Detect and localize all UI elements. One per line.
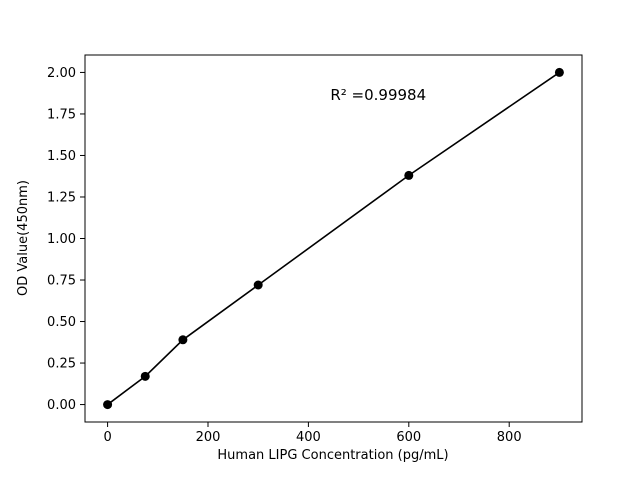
data-series bbox=[103, 67, 564, 410]
y-tick-label: 2.00 bbox=[47, 66, 76, 81]
series-line bbox=[107, 71, 560, 406]
data-point-marker bbox=[404, 170, 414, 180]
y-tick-label: 0.50 bbox=[47, 315, 76, 330]
x-tick-label: 200 bbox=[196, 430, 221, 445]
axis-ticks: 0 200 400 600 800 0.00 0.25 0.50 0.75 1.00 1.25 1.5… bbox=[47, 66, 522, 445]
x-tick-label: 400 bbox=[296, 430, 321, 445]
x-tick-label: 0 bbox=[103, 430, 111, 445]
x-tick-label: 800 bbox=[497, 430, 522, 445]
data-point-marker bbox=[178, 335, 188, 345]
y-axis-label: OD Value(450nm) bbox=[16, 180, 31, 296]
y-tick-label: 0.00 bbox=[47, 398, 76, 413]
x-axis-label: Human LIPG Concentration (pg/mL) bbox=[217, 448, 448, 463]
y-tick-label: 0.75 bbox=[47, 274, 76, 289]
x-tick-label: 600 bbox=[396, 430, 421, 445]
y-tick-label: 0.25 bbox=[47, 357, 76, 372]
y-tick-label: 1.75 bbox=[47, 107, 76, 122]
y-tick-label: 1.50 bbox=[47, 149, 76, 164]
y-tick-label: 1.00 bbox=[47, 232, 76, 247]
y-tick-label: 1.25 bbox=[47, 190, 76, 205]
axes-frame bbox=[84, 54, 583, 423]
data-point-marker bbox=[140, 371, 150, 381]
r-squared-annotation: R² =0.99984 bbox=[330, 86, 426, 104]
data-point-marker bbox=[103, 400, 113, 410]
data-point-marker bbox=[554, 67, 564, 77]
data-point-marker bbox=[253, 280, 263, 290]
